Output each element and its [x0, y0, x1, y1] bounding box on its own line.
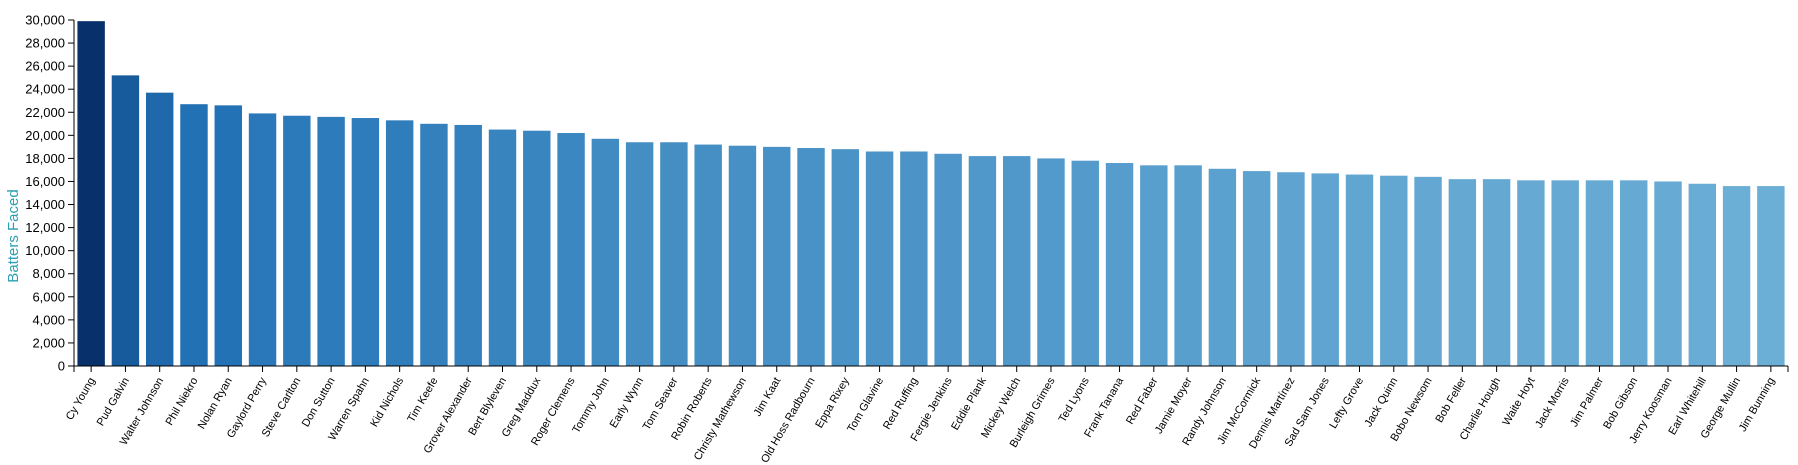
- x-tick-label: Bob Feller: [1433, 375, 1469, 425]
- x-tick-label: Cy Young: [64, 376, 98, 423]
- bar[interactable]: [934, 153, 962, 366]
- bar[interactable]: [488, 129, 517, 366]
- x-tick-label: Tommy John: [570, 376, 612, 436]
- x-tick-label: Pud Galvin: [95, 376, 132, 429]
- x-tick-label: Jim Kaat: [752, 376, 784, 419]
- bar[interactable]: [557, 133, 585, 366]
- x-tick-label: Red Faber: [1124, 375, 1161, 426]
- bar[interactable]: [1277, 172, 1305, 366]
- y-tick-label: 28,000: [25, 36, 65, 51]
- bar[interactable]: [214, 105, 242, 366]
- bar[interactable]: [1242, 171, 1271, 366]
- bar[interactable]: [420, 123, 448, 366]
- y-tick-label: 12,000: [25, 220, 65, 235]
- x-tick-label: Ted Lyons: [1057, 375, 1093, 425]
- x-tick-label: Eppa Rixey: [813, 375, 852, 430]
- x-tick-label: Tom Seaver: [641, 375, 681, 432]
- bar[interactable]: [1037, 158, 1065, 366]
- y-tick-label: 24,000: [25, 82, 65, 97]
- x-tick-label: Tim Keefe: [405, 376, 440, 425]
- bar[interactable]: [1688, 183, 1717, 366]
- y-tick-label: 10,000: [25, 243, 65, 258]
- bar[interactable]: [1551, 180, 1579, 366]
- x-tick-label: Lefty Grove: [1327, 376, 1366, 431]
- y-tick-label: 18,000: [25, 151, 65, 166]
- y-tick-label: 4,000: [32, 312, 65, 327]
- bar[interactable]: [1105, 163, 1134, 366]
- x-tick-label: Jim Bunning: [1737, 376, 1778, 434]
- x-tick-label: Waite Hoyt: [1500, 376, 1537, 428]
- y-axis: 0 2,000 4,000 6,000 8,000 10,000 12,000 14,000 1…: [25, 13, 75, 374]
- bar[interactable]: [317, 116, 345, 366]
- y-tick-label: 20,000: [25, 128, 65, 143]
- bar[interactable]: [968, 156, 997, 366]
- bar[interactable]: [283, 115, 311, 366]
- bar[interactable]: [523, 130, 551, 366]
- bar[interactable]: [145, 92, 174, 366]
- bar[interactable]: [1140, 165, 1168, 366]
- bar[interactable]: [728, 145, 757, 366]
- bar[interactable]: [591, 138, 620, 366]
- x-tick-label: Jim Palmer: [1568, 375, 1606, 429]
- bar[interactable]: [248, 113, 277, 366]
- y-axis-title: Batters Faced: [5, 189, 22, 282]
- x-tick-label: Don Sutton: [300, 376, 338, 430]
- x-tick-label: Early Wynn: [608, 376, 646, 431]
- y-tick-label: 14,000: [25, 197, 65, 212]
- bar[interactable]: [180, 104, 208, 367]
- bar[interactable]: [1002, 156, 1031, 366]
- y-tick-label: 22,000: [25, 105, 65, 120]
- bar[interactable]: [1517, 180, 1545, 366]
- bar[interactable]: [1654, 181, 1682, 366]
- bar[interactable]: [77, 21, 105, 367]
- bar[interactable]: [797, 148, 825, 366]
- bar[interactable]: [1311, 173, 1339, 366]
- x-tick-label: Phil Niekro: [164, 376, 201, 428]
- bar[interactable]: [1345, 174, 1374, 366]
- bar[interactable]: [1380, 175, 1408, 366]
- bar[interactable]: [351, 118, 380, 367]
- bar[interactable]: [660, 142, 688, 366]
- bar[interactable]: [1620, 180, 1648, 366]
- bar[interactable]: [831, 149, 860, 366]
- bar[interactable]: [111, 75, 140, 367]
- bar[interactable]: [1585, 180, 1614, 366]
- bar[interactable]: [625, 142, 654, 366]
- bars: [77, 21, 1785, 367]
- bar[interactable]: [385, 120, 414, 366]
- y-tick-label: 30,000: [25, 13, 65, 28]
- bar[interactable]: [694, 144, 722, 366]
- x-tick-label: Red Ruffing: [881, 376, 920, 432]
- y-tick-label: 8,000: [32, 266, 65, 281]
- x-tick-label: Jack Quinn: [1362, 376, 1400, 430]
- bar[interactable]: [1208, 168, 1237, 366]
- bar[interactable]: [1414, 176, 1442, 366]
- bar[interactable]: [1448, 179, 1477, 366]
- bar[interactable]: [1482, 179, 1511, 366]
- bar[interactable]: [1071, 160, 1099, 366]
- y-tick-label: 6,000: [32, 289, 65, 304]
- x-tick-label: Eddie Plank: [949, 375, 989, 432]
- bar[interactable]: [1757, 186, 1785, 366]
- x-tick-label: Bob Gibson: [1601, 376, 1640, 432]
- bar[interactable]: [1174, 165, 1202, 366]
- y-tick-label: 0: [58, 359, 65, 374]
- y-tick-label: 16,000: [25, 174, 65, 189]
- y-tick-label: 2,000: [32, 335, 65, 350]
- bar[interactable]: [865, 151, 894, 366]
- y-tick-label: 26,000: [25, 59, 65, 74]
- x-tick-label: Nolan Ryan: [196, 376, 235, 432]
- bar[interactable]: [1722, 186, 1751, 366]
- x-tick-label: Jack Morris: [1533, 375, 1572, 430]
- bar[interactable]: [900, 151, 928, 366]
- bar[interactable]: [454, 124, 482, 366]
- bar[interactable]: [763, 146, 791, 366]
- x-tick-label: Kid Nichols: [368, 375, 406, 429]
